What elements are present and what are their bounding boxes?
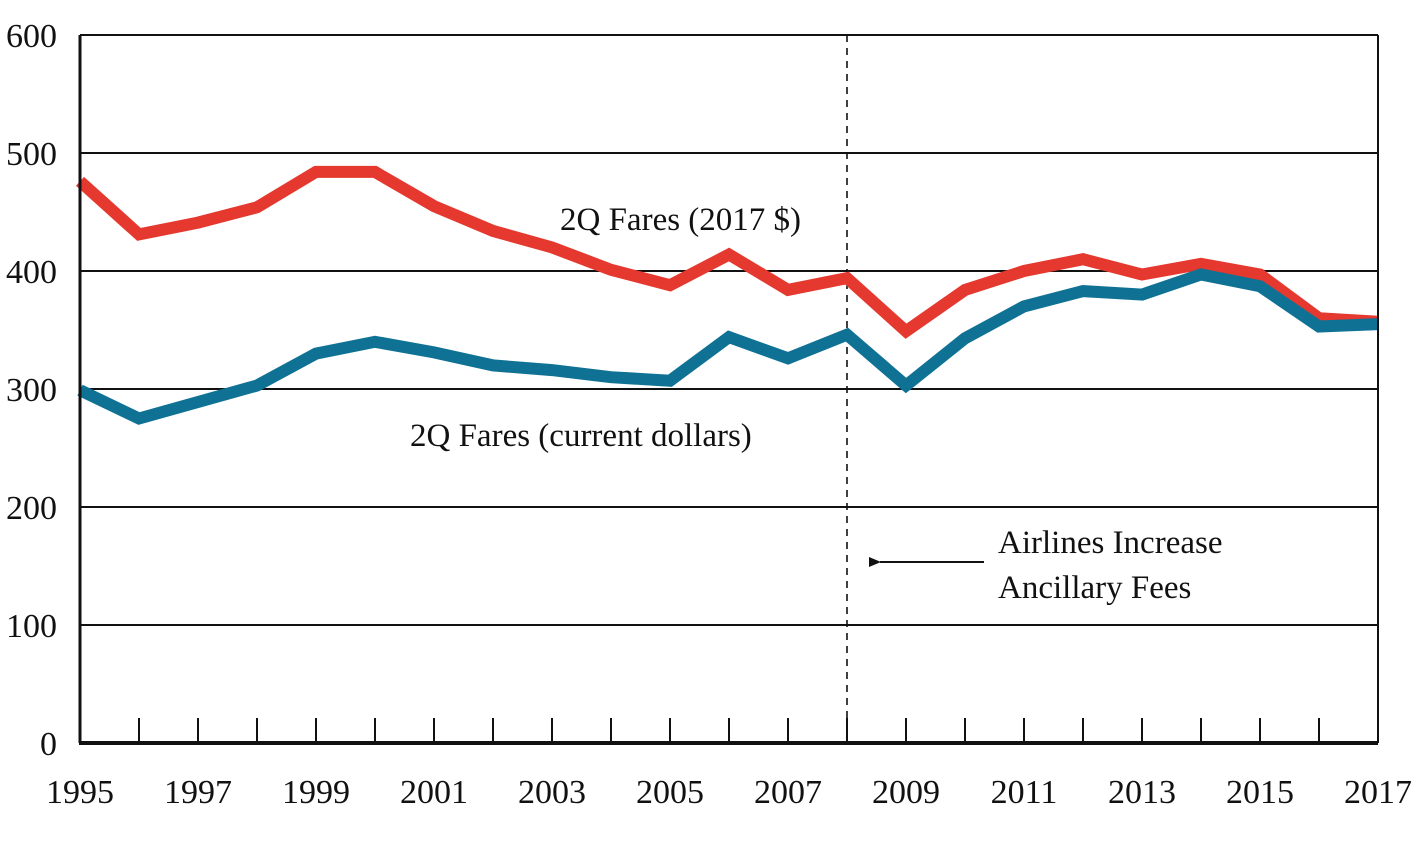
- x-tick-label-2001: 2001: [400, 774, 468, 811]
- x-axis-tick-labels: 1995 1997 1999 2001 2003 2005 2007 2009 2011 2013…: [46, 774, 1412, 811]
- series-line-current-dollars: [77, 268, 1379, 425]
- x-tick-label-2009: 2009: [872, 774, 940, 811]
- x-tick-label-2017: 2017: [1344, 774, 1412, 811]
- series-label-nominal: 2Q Fares (current dollars): [410, 418, 752, 454]
- series-line-real-2017-dollars: [75, 165, 1379, 339]
- annotation-line-1: Airlines Increase: [998, 525, 1222, 561]
- y-tick-label-300: 300: [6, 372, 57, 409]
- x-tick-label-2007: 2007: [754, 774, 822, 811]
- x-tick-label-1997: 1997: [164, 774, 232, 811]
- y-tick-label-400: 400: [6, 254, 57, 291]
- axes: [78, 35, 1379, 745]
- y-tick-label-100: 100: [6, 608, 57, 645]
- y-tick-label-500: 500: [6, 136, 57, 173]
- x-tick-label-1999: 1999: [282, 774, 350, 811]
- x-tick-label-2003: 2003: [518, 774, 586, 811]
- x-tick-label-2013: 2013: [1108, 774, 1176, 811]
- y-axis-tick-labels: 0 100 200 300 400 500 600: [6, 18, 57, 763]
- x-tick-label-2005: 2005: [636, 774, 704, 811]
- annotation-line-2: Ancillary Fees: [998, 570, 1191, 606]
- x-tick-label-2011: 2011: [991, 774, 1058, 811]
- y-tick-label-0: 0: [40, 726, 57, 763]
- y-tick-label-200: 200: [6, 490, 57, 527]
- x-axis-ticks: [138, 718, 1320, 743]
- gridlines: [80, 34, 1378, 626]
- series-lines: [75, 165, 1379, 425]
- x-tick-label-1995: 1995: [46, 774, 114, 811]
- y-tick-label-600: 600: [6, 18, 57, 55]
- x-tick-label-2015: 2015: [1226, 774, 1294, 811]
- series-label-real: 2Q Fares (2017 $): [560, 202, 801, 238]
